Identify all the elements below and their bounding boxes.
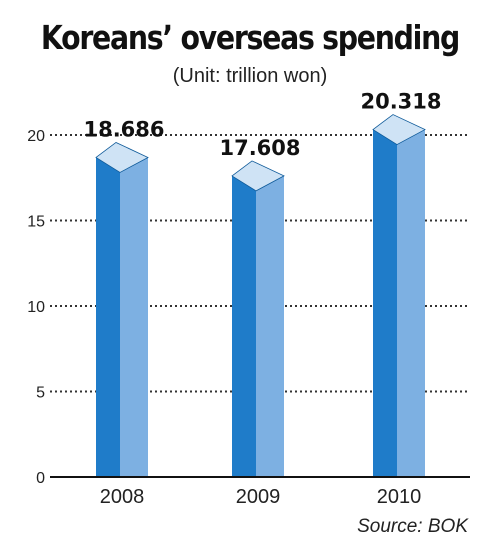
bar-side-face xyxy=(120,157,148,477)
bar-top-face xyxy=(231,160,285,192)
bar-value-label: 18.686 xyxy=(83,117,164,141)
bar-side-face xyxy=(397,129,425,477)
bar-top-face xyxy=(95,142,149,173)
y-tick-label: 20 xyxy=(27,128,45,145)
bar-front-face xyxy=(232,175,256,477)
x-category-label: 2008 xyxy=(100,486,145,508)
y-tick-label: 0 xyxy=(36,470,45,487)
x-category-label: 2010 xyxy=(377,486,422,508)
y-tick-label: 5 xyxy=(36,385,45,402)
bar-value-label: 20.318 xyxy=(360,90,441,114)
data-labels: 18.686 17.608 20.318 xyxy=(83,90,441,160)
x-axis-categories: 2008 2009 2010 xyxy=(100,486,422,508)
y-tick-label: 15 xyxy=(27,214,45,231)
bar-side-face xyxy=(256,175,284,477)
bar-2009 xyxy=(231,160,285,477)
bar-2010 xyxy=(372,114,426,477)
bar-front-face xyxy=(96,157,120,477)
source-note: Source: BOK xyxy=(357,516,468,537)
y-axis-ticks: 0 5 10 15 20 xyxy=(27,128,45,487)
bar-2008 xyxy=(95,142,149,477)
bars xyxy=(95,114,426,477)
y-tick-label: 10 xyxy=(27,299,45,316)
x-category-label: 2009 xyxy=(236,486,281,508)
chart-subtitle: (Unit: trillion won) xyxy=(172,65,328,87)
bar-front-face xyxy=(373,129,397,477)
chart-title: Koreans’ overseas spending xyxy=(40,18,460,57)
bar-value-label: 17.608 xyxy=(219,136,300,160)
bar-top-face xyxy=(372,114,426,146)
